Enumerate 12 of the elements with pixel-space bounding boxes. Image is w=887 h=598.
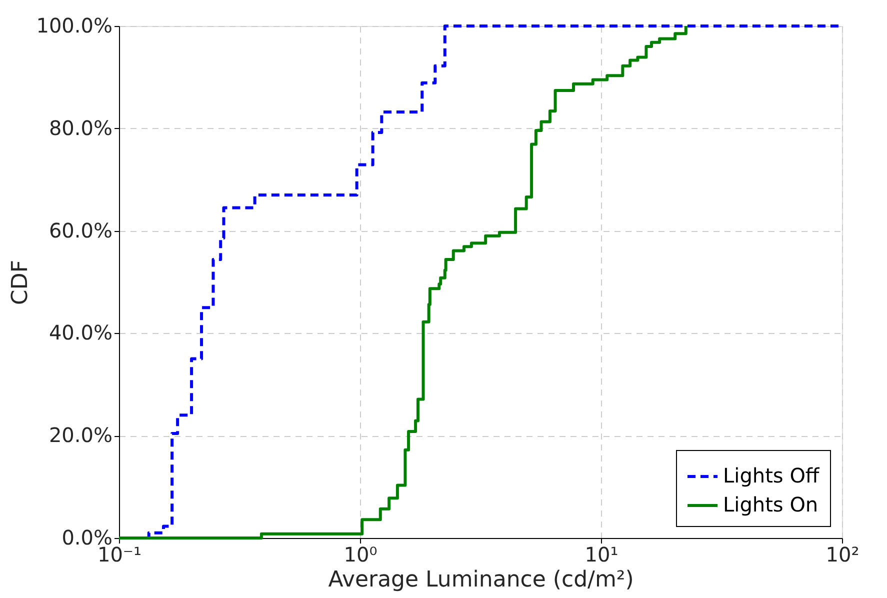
x-tick-label: 10² <box>826 542 860 566</box>
x-axis-title: Average Luminance (cd/m²) <box>328 568 634 592</box>
y-tick-label: 80.0% <box>48 116 112 140</box>
x-tick-label: 10¹ <box>584 542 618 566</box>
y-tick-label: 20.0% <box>48 423 112 448</box>
legend-label: Lights Off <box>723 464 820 488</box>
legend-label: Lights On <box>723 492 818 516</box>
y-tick-label: 60.0% <box>48 218 112 242</box>
x-tick-label: 10⁰ <box>344 542 378 566</box>
y-axis-title: CDF <box>8 260 34 305</box>
y-tick-label: 100.0% <box>36 14 112 38</box>
y-tick-label: 40.0% <box>48 320 112 345</box>
